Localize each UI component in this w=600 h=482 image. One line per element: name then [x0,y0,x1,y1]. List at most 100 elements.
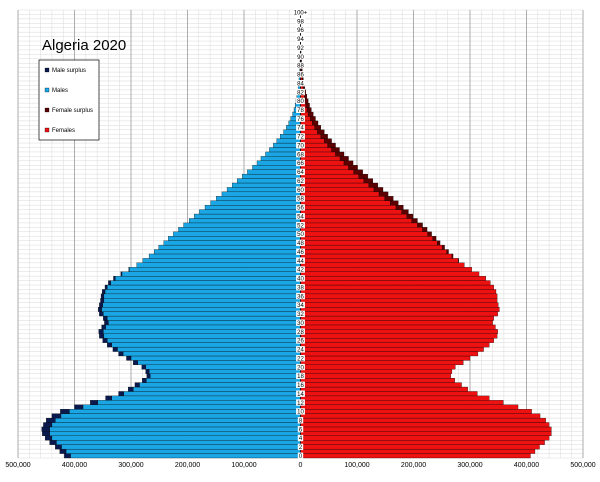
female-bar-age-10 [300,409,532,414]
male-bar-age-49 [168,236,301,241]
female-bar-age-49 [300,236,433,241]
age-label: 12 [297,401,304,407]
male-surplus-bar-age-11 [74,404,84,410]
female-surplus-bar-age-45 [451,253,454,259]
x-tick-label: 500,000 [570,462,595,469]
female-bar-age-14 [300,391,478,397]
female-bar-age-38 [300,284,494,290]
female-bar-age-8 [300,417,546,423]
female-bar-age-17 [300,378,455,383]
age-label: 24 [297,348,304,354]
female-bar-age-43 [300,262,465,268]
age-label-bg [296,177,305,184]
male-bar-age-14 [123,391,301,397]
female-surplus-bar-age-58 [384,196,394,201]
female-bar-age-52 [300,222,418,228]
male-bar-age-7 [51,422,301,428]
male-bar-age-62 [237,178,301,184]
female-surplus-bar-age-61 [368,182,379,188]
male-bar-age-4 [51,435,301,441]
female-surplus-bar-age-50 [427,231,432,237]
male-bar-age-20 [145,364,301,370]
age-label-bg [292,9,309,16]
male-surplus-bar-age-22 [126,355,132,361]
male-bar-age-36 [103,293,301,299]
age-label-bg [296,26,305,34]
legend-swatch [44,107,50,113]
age-label: 42 [297,268,304,274]
male-bar-age-57 [210,200,301,206]
age-label-bg [296,328,305,335]
female-bar-age-40 [300,275,486,281]
female-bar-age-2 [300,444,540,450]
x-tick-label: 400,000 [62,462,87,469]
female-bar-age-7 [300,422,550,428]
age-label-bg [296,186,305,193]
male-bar-age-37 [104,289,301,295]
male-bar-age-69 [269,147,301,153]
female-bar-age-61 [300,182,370,188]
female-bar-age-29 [300,324,496,330]
age-label: 50 [297,232,304,238]
age-label-bg [296,221,305,229]
age-label-bg [296,390,305,397]
female-surplus-bar-age-63 [358,173,368,179]
age-label-bg [296,213,305,220]
male-surplus-bar-age-35 [100,298,105,303]
age-label-bg [296,17,305,25]
female-surplus-bar-age-64 [353,169,363,175]
male-surplus-bar-age-5 [42,431,50,436]
male-bar-age-32 [103,311,301,317]
female-bar-age-20 [300,364,456,370]
female-bar-age-60 [300,187,375,193]
female-surplus-bar-age-53 [411,218,418,224]
age-label: 78 [297,108,304,114]
age-label: 54 [297,214,304,220]
x-tick-label: 0 [299,462,303,469]
age-label: 8 [299,418,303,424]
male-bar-age-6 [49,426,301,432]
male-bar-age-26 [107,338,301,343]
male-surplus-bar-age-37 [102,289,106,295]
male-bar-age-64 [247,169,301,175]
female-bar-age-28 [300,329,498,334]
male-surplus-bar-age-1 [59,448,67,454]
male-bar-age-13 [111,395,301,401]
age-label: 34 [297,303,304,309]
female-surplus-bar-age-47 [442,244,445,250]
female-bar-age-19 [300,369,453,374]
male-bar-age-66 [256,160,301,166]
age-label: 30 [297,321,304,327]
female-bar-age-50 [300,231,428,237]
age-label-bg [296,62,305,69]
male-bar-age-51 [178,227,301,232]
male-bar-age-42 [129,267,301,272]
female-surplus-bar-age-80 [304,98,309,104]
male-bar-age-30 [108,320,301,326]
age-label: 100+ [294,10,308,16]
age-label-bg [296,150,305,158]
age-label: 52 [297,223,304,229]
male-surplus-bar-age-2 [55,444,62,450]
female-bar-age-57 [300,200,391,206]
female-surplus-bar-age-77 [308,111,314,117]
age-label: 46 [297,250,304,256]
male-surplus-bar-age-27 [99,333,105,339]
age-label-bg [296,408,305,415]
age-label: 62 [297,179,304,185]
male-surplus-bar-age-9 [51,413,62,419]
female-bar-age-33 [300,307,500,312]
female-surplus-bar-age-57 [390,200,399,206]
male-bar-age-21 [137,360,301,366]
male-bar-age-16 [139,382,301,388]
age-label: 94 [297,37,304,43]
x-tick-label: 300,000 [457,462,482,469]
x-tick-label: 500,000 [5,462,30,469]
age-label-bg [296,88,305,96]
female-surplus-bar-age-48 [437,240,441,246]
male-bar-age-0 [70,453,301,459]
age-label-bg [296,133,305,140]
female-bar-age-67 [300,156,341,161]
female-surplus-bar-age-79 [305,102,310,108]
male-surplus-bar-age-13 [105,395,112,401]
